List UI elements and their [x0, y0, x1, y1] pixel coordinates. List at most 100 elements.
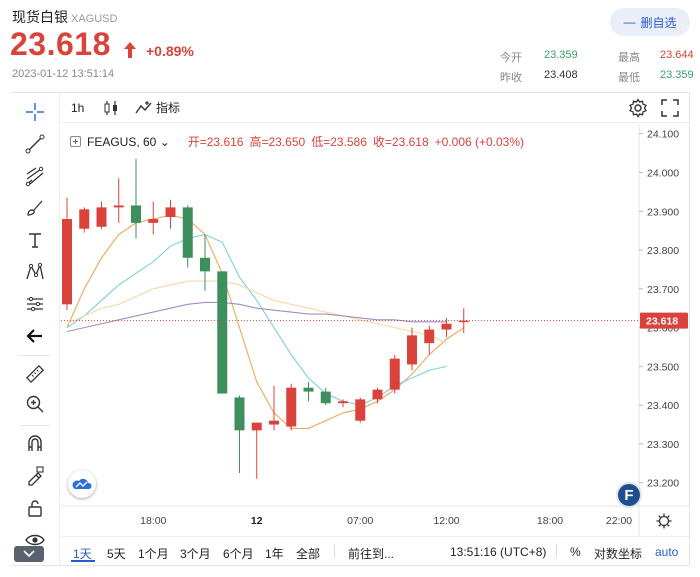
price-chart[interactable]: 24.10024.00023.90023.80023.70023.60023.5…: [61, 124, 689, 536]
lock-drawing-tool[interactable]: [22, 463, 48, 489]
collapse-toolbar-button[interactable]: [14, 546, 44, 562]
zoom-in-icon: [26, 395, 44, 413]
candle-body: [234, 397, 245, 431]
brush-icon: [27, 200, 43, 216]
instrument-name: 现货白银 XAGUSD: [12, 9, 118, 25]
fib-tool[interactable]: [22, 163, 48, 189]
range-1y[interactable]: 1年: [265, 547, 284, 561]
ruler-tool[interactable]: [22, 361, 48, 387]
crosshair-tool[interactable]: [22, 99, 48, 125]
pattern-tool[interactable]: [22, 259, 48, 285]
y-tick-label: 23.700: [647, 284, 679, 296]
y-tick-label: 23.400: [647, 400, 679, 412]
legend-low: 低=23.586: [311, 135, 367, 149]
candle-body: [96, 207, 107, 227]
range-1m[interactable]: 1个月: [138, 547, 169, 561]
trend-line-icon: [25, 134, 45, 154]
candle-body: [148, 219, 159, 223]
fib-icon: [25, 166, 44, 187]
symbol-interval[interactable]: FEAGUS, 60 ⌄: [87, 135, 170, 149]
toolbar-divider: [20, 355, 50, 356]
instrument-code: XAGUSD: [71, 13, 118, 25]
percent-scale-toggle[interactable]: %: [570, 545, 581, 559]
unlock-tool[interactable]: [22, 495, 48, 521]
axis-settings-icon: [658, 524, 661, 527]
chart-top-toolbar: 1h 指标: [61, 93, 689, 123]
stat-open: 今开 23.359: [500, 49, 578, 64]
interval-selector[interactable]: 1h: [71, 101, 85, 115]
unlock-icon: [28, 500, 42, 517]
candle-body: [217, 271, 228, 394]
candlestick-type-icon[interactable]: [103, 99, 119, 117]
add-symbol-icon[interactable]: [70, 136, 81, 147]
tradingview-logo[interactable]: [68, 470, 96, 498]
candle-body: [182, 207, 193, 258]
range-bar: 1天 5天 1个月 3个月 6个月 1年 全部 前往到... 13:51:16 …: [61, 536, 689, 565]
moving-average-line: [66, 301, 447, 333]
range-6m[interactable]: 6个月: [223, 547, 254, 561]
visibility-tool[interactable]: [22, 527, 48, 553]
candle-body: [407, 335, 417, 365]
indicators-button[interactable]: 指标: [135, 99, 180, 116]
current-price-badge: [640, 312, 688, 329]
range-all[interactable]: 全部: [296, 547, 321, 561]
auto-scale-toggle[interactable]: auto: [655, 545, 679, 559]
indicator-fx-icon: [135, 100, 152, 113]
clock-timezone[interactable]: 13:51:16 (UTC+8): [450, 545, 547, 559]
trend-line-tool[interactable]: [22, 131, 48, 157]
lock-pencil-icon: [28, 466, 44, 486]
remove-watchlist-button[interactable]: — 删自选: [610, 8, 690, 36]
range-3m[interactable]: 3个月: [180, 547, 211, 561]
quote-timestamp: 2023-01-12 13:51:14: [12, 68, 115, 80]
x-tick-label: 22:00: [606, 515, 632, 527]
last-price: 23.618: [10, 26, 111, 62]
stat-high: 最高 23.644: [618, 49, 694, 64]
legend-high: 高=23.650: [249, 135, 306, 149]
fullscreen-icon[interactable]: [661, 99, 679, 117]
moving-average-line: [66, 214, 465, 429]
candle-body: [441, 323, 452, 330]
candle-body: [286, 387, 297, 427]
up-arrow-icon: [124, 42, 136, 58]
y-tick-label: 24.100: [647, 129, 679, 141]
gear-icon[interactable]: [628, 98, 648, 118]
x-tick-label: 07:00: [347, 515, 373, 527]
brush-tool[interactable]: [22, 195, 48, 221]
measure-tool[interactable]: [22, 291, 48, 317]
zoom-tool[interactable]: [22, 391, 48, 417]
candle-body: [338, 401, 348, 404]
candle-body: [389, 358, 400, 390]
candle-body: [165, 207, 176, 218]
minus-icon: —: [623, 15, 636, 29]
back-tool[interactable]: [22, 323, 48, 349]
candle-body: [303, 387, 314, 392]
axis-settings-icon: [667, 515, 670, 518]
log-scale-toggle[interactable]: 对数坐标: [594, 547, 643, 561]
chevron-down-icon: [23, 550, 35, 558]
candle-body: [251, 422, 262, 431]
y-tick-label: 23.200: [647, 478, 679, 490]
toolbar-divider: [20, 425, 50, 426]
range-5d[interactable]: 5天: [107, 547, 126, 561]
current-price-label: 23.618: [646, 316, 678, 328]
magnet-tool[interactable]: [22, 431, 48, 457]
change-percent: +0.89%: [146, 43, 194, 59]
crosshair-icon: [26, 103, 44, 121]
eye-icon: [25, 534, 45, 546]
y-tick-label: 24.000: [647, 167, 679, 179]
y-tick-label: 23.900: [647, 206, 679, 218]
axis-settings-icon[interactable]: [658, 515, 670, 527]
goto-date-button[interactable]: 前往到...: [348, 547, 395, 561]
brand-f-logo: F: [616, 482, 642, 508]
legend-change: +0.006 (+0.03%): [434, 135, 525, 149]
range-1d[interactable]: 1天: [73, 547, 92, 561]
ohlc-legend: FEAGUS, 60 ⌄ 开=23.616 高=23.650 低=23.586 收=23…: [70, 133, 530, 150]
text-tool[interactable]: [22, 227, 48, 253]
x-tick-label: 12:00: [433, 515, 459, 527]
candle-body: [424, 329, 435, 344]
drawing-toolbar: [12, 93, 60, 565]
stat-low: 最低 23.359: [618, 69, 694, 84]
active-range-indicator: [71, 560, 95, 562]
quote-header: 现货白银 XAGUSD 23.618 +0.89% 2023-01-12 13:5…: [0, 0, 700, 92]
candle-body: [131, 205, 141, 223]
